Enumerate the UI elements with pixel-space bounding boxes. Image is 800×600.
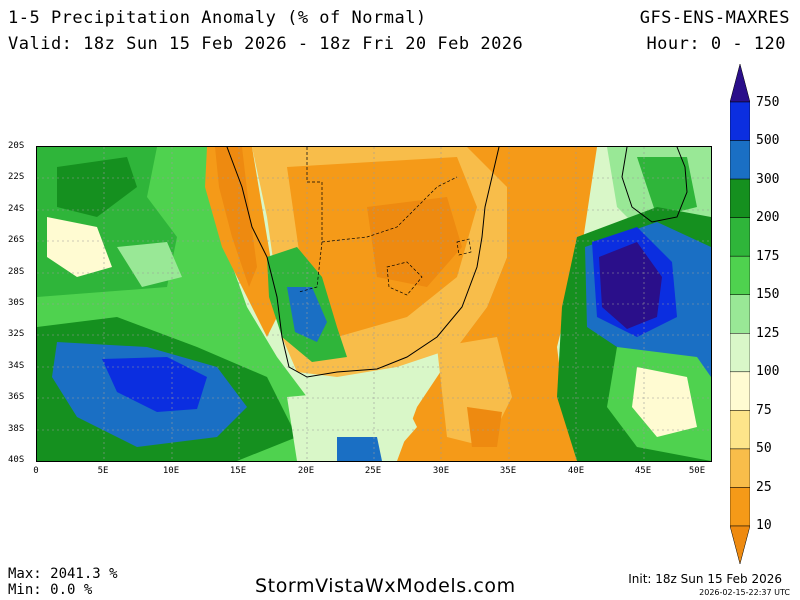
brand-url[interactable]: StormVistaWxModels.com [255, 575, 516, 597]
lon-label: 15E [229, 466, 247, 476]
colorbar-segment [730, 101, 750, 141]
colorbar-segment [730, 294, 750, 334]
forecast-hours: Hour: 0 - 120 [646, 34, 786, 54]
colorbar-segment [730, 217, 750, 257]
lon-label: 45E [634, 466, 652, 476]
colorbar-segment [730, 487, 750, 527]
colorbar-segment [730, 371, 750, 411]
lat-label: 32S [8, 329, 25, 339]
lat-label: 22S [8, 172, 25, 182]
colorbar-segment [730, 410, 750, 450]
colorbar-level: 175 [756, 249, 780, 264]
precip-anomaly-map [36, 146, 712, 462]
colorbar-segment [730, 178, 750, 218]
colorbar-segment [730, 448, 750, 488]
colorbar [730, 64, 750, 564]
colorbar-segment [730, 64, 750, 103]
lat-label: 30S [8, 298, 25, 308]
min-value: Min: 0.0 % [8, 582, 93, 598]
lat-label: 36S [8, 392, 25, 402]
lat-label: 28S [8, 267, 25, 277]
lon-label: 0 [33, 466, 39, 476]
lat-label: 34S [8, 361, 25, 371]
colorbar-level: 125 [756, 326, 780, 341]
lat-label: 24S [8, 204, 25, 214]
colorbar-level: 100 [756, 364, 780, 379]
footer-stats: Max: 2041.3 % Min: 0.0 % [8, 566, 118, 598]
colorbar-level: 200 [756, 210, 780, 225]
init-time: Init: 18z Sun 15 Feb 2026 [628, 572, 782, 586]
valid-period: Valid: 18z Sun 15 Feb 2026 - 18z Fri 20 … [8, 34, 524, 54]
colorbar-level: 500 [756, 133, 780, 148]
colorbar-level: 150 [756, 287, 780, 302]
model-name: GFS-ENS-MAXRES [639, 8, 790, 28]
colorbar-level: 300 [756, 172, 780, 187]
map-title: 1-5 Precipitation Anomaly (% of Normal) [8, 8, 427, 28]
lon-label: 5E [97, 466, 109, 476]
colorbar-segment [730, 255, 750, 295]
colorbar-level: 750 [756, 95, 780, 110]
lat-label: 40S [8, 455, 25, 465]
lon-label: 50E [688, 466, 706, 476]
lon-label: 20E [297, 466, 315, 476]
lat-label: 38S [8, 424, 25, 434]
colorbar-level: 25 [756, 480, 772, 495]
lat-label: 26S [8, 235, 25, 245]
generated-timestamp: 2026-02-15-22:37 UTC [699, 588, 790, 597]
colorbar-segment [730, 140, 750, 180]
max-value: Max: 2041.3 % [8, 566, 118, 582]
lon-label: 25E [364, 466, 382, 476]
lon-label: 35E [499, 466, 517, 476]
colorbar-segment [730, 525, 750, 564]
lon-label: 10E [162, 466, 180, 476]
colorbar-level: 50 [756, 441, 772, 456]
lon-label: 40E [567, 466, 585, 476]
colorbar-level: 10 [756, 518, 772, 533]
colorbar-level: 75 [756, 403, 772, 418]
lat-label: 20S [8, 141, 25, 151]
colorbar-segment [730, 333, 750, 373]
lon-label: 30E [432, 466, 450, 476]
